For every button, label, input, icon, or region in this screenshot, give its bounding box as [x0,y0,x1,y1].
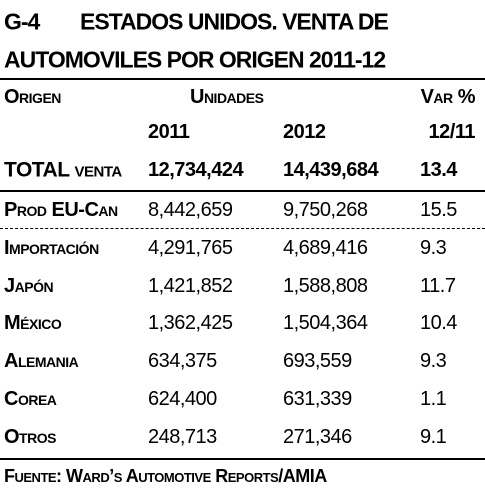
title-line: AUTOMOVILES POR ORIGEN 2011-12 [4,46,386,73]
cell: 624,400 [148,388,217,410]
cell: 15.5 [420,199,457,221]
cell: 10.4 [420,312,457,334]
cell: 4,291,765 [148,237,233,259]
cell: 9.3 [420,350,447,372]
row-label: México [4,312,62,334]
cell: 4,689,416 [283,237,368,259]
cell: 13.4 [420,159,457,181]
cell: 631,339 [283,388,352,410]
column-header: Unidades [190,86,264,108]
cell: 12,734,424 [148,159,244,181]
rule [0,190,485,192]
row-label: Importación [4,237,99,259]
row-label: Prod EU-Can [4,199,118,221]
cell: 1,421,852 [148,275,233,297]
cell: 693,559 [283,350,352,372]
row-label: Japón [4,275,54,297]
row-label: Corea [4,388,57,410]
cell: 9,750,268 [283,199,368,221]
cell: 8,442,659 [148,199,233,221]
row-label: Otros [4,426,56,448]
year-header: 12/11 [428,121,476,143]
column-header: Origen [4,86,61,108]
row-label: TOTAL venta [4,158,122,182]
year-header: 2011 [148,121,190,143]
figure-code: G-4 [4,8,40,35]
cell: 14,439,684 [283,159,379,181]
cell: 1,504,364 [283,312,368,334]
cell: 9.3 [420,237,447,259]
cell: 248,713 [148,426,217,448]
cell: 271,346 [283,426,352,448]
row-label: Alemania [4,350,79,372]
cell: 634,375 [148,350,217,372]
cell: 11.7 [420,275,456,297]
title-line: ESTADOS UNIDOS. VENTA DE [80,8,389,35]
dashed-rule [0,228,485,229]
rule [0,458,485,460]
column-header: Var % [420,86,476,108]
cell: 9.1 [420,426,447,448]
year-header: 2012 [283,121,326,143]
cell: 1.1 [420,388,447,410]
source: Fuente: Ward’s Automotive Reports/AMIA [4,466,327,486]
rule [0,78,485,80]
cell: 1,588,808 [283,275,368,297]
cell: 1,362,425 [148,312,233,334]
